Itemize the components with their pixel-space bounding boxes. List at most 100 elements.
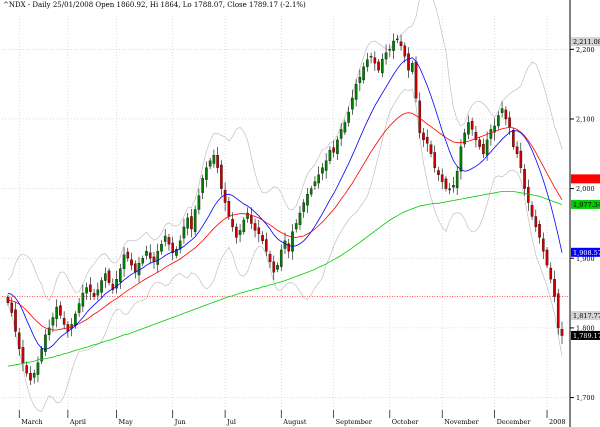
month-label: March <box>21 418 42 426</box>
candle-body <box>500 108 504 113</box>
month-label: 2008 <box>549 418 566 426</box>
price-badge <box>571 37 600 47</box>
price-badge <box>571 311 600 321</box>
candle-body <box>21 347 25 363</box>
candle-body <box>81 292 85 307</box>
candle-body <box>238 230 242 235</box>
month-label: April <box>69 418 86 426</box>
candle-body <box>384 52 388 60</box>
candle-body <box>508 117 511 128</box>
candle-body <box>279 249 283 267</box>
candle-body <box>14 309 17 332</box>
candle-body <box>523 168 526 189</box>
candle-body <box>253 223 257 231</box>
candle-body <box>549 267 553 280</box>
candle-body <box>55 306 58 320</box>
candle-body <box>193 209 197 232</box>
y-axis-ticks: 2,200 2,100 2,000 1,900 1,800 1,700 <box>570 46 595 402</box>
grid-lines <box>2 16 568 410</box>
price-badge <box>571 199 600 209</box>
candle-body <box>332 147 335 153</box>
candle-body <box>478 139 481 147</box>
candle-body <box>343 122 347 133</box>
candle-body <box>369 56 373 58</box>
candle-body <box>77 303 81 313</box>
candle-body <box>347 111 350 123</box>
candle-body <box>534 216 538 228</box>
candle-body <box>205 167 208 180</box>
candle-body <box>504 109 508 120</box>
month-label: November <box>444 418 479 426</box>
candle-body <box>283 240 287 249</box>
candle-body <box>541 238 545 252</box>
candle-body <box>291 231 294 252</box>
candle-body <box>133 263 137 273</box>
candle-body <box>313 181 317 186</box>
candle-body <box>429 144 433 154</box>
candle-body <box>448 188 452 191</box>
price-badge-label: 1,977.34 <box>573 201 600 209</box>
candle-body <box>294 223 298 230</box>
price-badge <box>571 174 600 184</box>
candle-body <box>276 265 279 270</box>
candle-body <box>407 53 410 71</box>
x-axis-months: March April May Jun Jul August September Octobe… <box>18 410 566 426</box>
month-label: Jun <box>174 418 186 426</box>
candle-body <box>250 215 253 224</box>
candle-body <box>377 61 380 71</box>
candle-body <box>231 219 234 228</box>
candle-body <box>186 217 189 229</box>
y-tick-label: 2,100 <box>576 115 595 123</box>
candle-body <box>519 150 523 168</box>
candle-body <box>115 279 118 289</box>
candle-body <box>227 201 231 217</box>
candle-body <box>351 97 354 110</box>
candle-body <box>321 167 324 174</box>
candle-body <box>467 122 470 135</box>
candle-body <box>399 41 403 47</box>
candle-body <box>414 61 418 99</box>
candle-body <box>141 258 145 264</box>
ma-long-line <box>7 190 563 367</box>
month-label: Jul <box>226 418 236 426</box>
candle-body <box>156 251 160 265</box>
candle-body <box>474 132 478 141</box>
candle-body <box>317 174 320 184</box>
candle-body <box>40 348 43 362</box>
bollinger-bands <box>7 0 563 413</box>
candle-body <box>388 49 392 51</box>
candle-body <box>201 178 204 193</box>
candle-body <box>118 268 122 283</box>
candle-body <box>512 129 515 147</box>
candle-body <box>51 317 55 326</box>
price-badge-label: 2,211.08 <box>573 38 600 46</box>
y-tick-label: 2,000 <box>576 185 595 193</box>
candle-body <box>497 115 500 127</box>
plot-background <box>0 0 570 427</box>
candle-body <box>96 289 100 296</box>
candle-body <box>10 302 14 313</box>
candle-body <box>104 273 107 281</box>
candle-body <box>425 136 429 144</box>
candle-body <box>455 171 459 189</box>
candle-body <box>556 293 560 329</box>
month-label: May <box>119 418 134 426</box>
candle-body <box>171 242 175 253</box>
candle-body <box>515 146 519 154</box>
price-badge-label: 1,789.17 <box>573 332 600 340</box>
candle-body <box>381 58 384 74</box>
candle-body <box>538 223 541 238</box>
candles <box>6 33 564 386</box>
candle-body <box>470 120 474 130</box>
candle-body <box>47 327 51 336</box>
candle-body <box>44 334 47 352</box>
candle-body <box>298 212 302 225</box>
candle-body <box>302 202 306 212</box>
candle-body <box>482 143 485 154</box>
candle-body <box>36 362 40 375</box>
candle-body <box>373 57 377 64</box>
candle-body <box>182 226 186 239</box>
candle-body <box>175 249 178 256</box>
candle-body <box>32 373 36 378</box>
candle-body <box>89 284 92 292</box>
